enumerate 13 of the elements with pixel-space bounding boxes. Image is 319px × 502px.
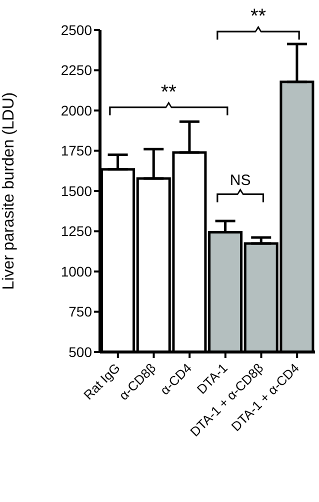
y-tick-label: 1250 — [60, 223, 92, 240]
annotation: ** — [160, 81, 177, 104]
y-tick-label: 1750 — [60, 142, 92, 159]
y-axis-title: Liver parasite burden (LDU) — [0, 92, 18, 290]
y-tick-label: 2250 — [60, 62, 92, 78]
y-tick-label: 750 — [68, 304, 92, 320]
y-tick-label: 500 — [68, 344, 92, 360]
text: ** — [250, 6, 266, 28]
y-tick-label: 2000 — [60, 102, 92, 118]
annotation: NS — [230, 172, 251, 190]
y-tick-label: 2500 — [60, 22, 92, 38]
y-tick-label: 1000 — [60, 263, 92, 280]
y-tick-label: 1500 — [60, 182, 92, 199]
